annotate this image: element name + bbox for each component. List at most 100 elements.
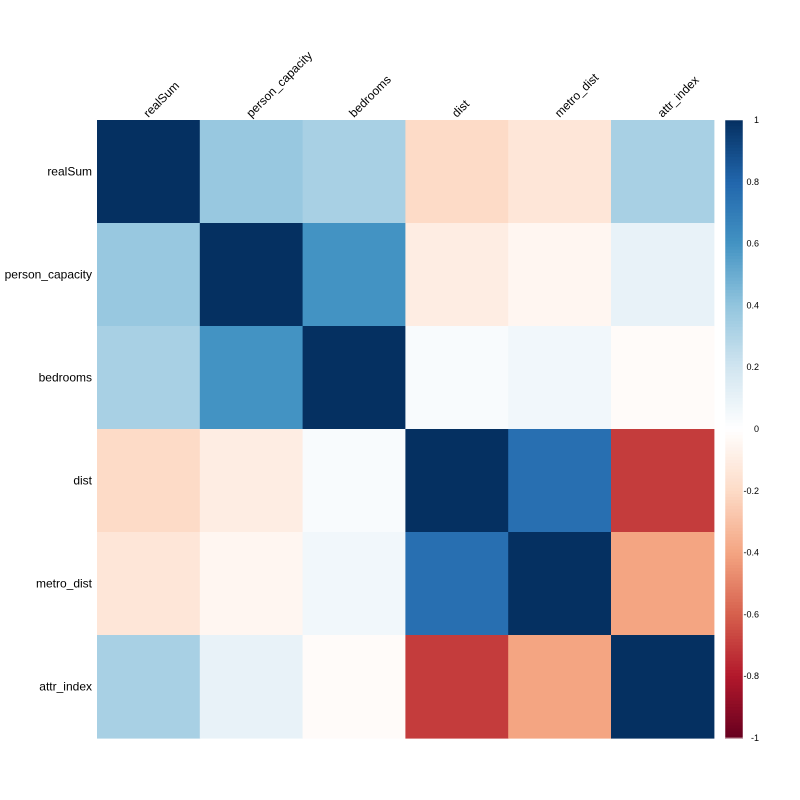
colorbar-segment: [725, 228, 743, 232]
colorbar-segment: [725, 707, 743, 711]
heatmap-cell-dist-person_capacity: [199, 429, 304, 533]
colorbar: 1 0.8 0.6 0.4 0.2 0 -0.2 -0.4 -0.6 -0.8 -1: [724, 115, 759, 743]
colorbar-segment: [725, 623, 743, 628]
colorbar-segment: [725, 323, 743, 328]
colorbar-segment: [725, 259, 743, 263]
colorbar-segment: [725, 713, 743, 717]
colorbar-segment: [725, 574, 743, 578]
colorbar-segment: [725, 345, 743, 350]
colorbar-segment: [725, 478, 743, 483]
colorbar-segment: [725, 592, 743, 597]
row-label-metro_dist: metro_dist: [36, 577, 93, 591]
colorbar-segment: [725, 580, 743, 585]
colorbar-segment: [725, 132, 743, 137]
colorbar-segment: [725, 700, 743, 705]
colorbar-segment: [725, 725, 743, 730]
column-label-person_capacity: person_capacity: [243, 48, 315, 120]
colorbar-segment: [725, 673, 743, 677]
colorbar-segment: [725, 475, 743, 480]
heatmap-cell-metro_dist-realSum: [97, 532, 201, 636]
column-labels: realSum person_capacity bedrooms dist metro_…: [141, 48, 702, 120]
colorbar-segment: [725, 187, 743, 192]
colorbar-segment: [725, 404, 743, 408]
colorbar-segment: [725, 537, 743, 541]
colorbar-segment: [725, 385, 743, 390]
colorbar-segment: [725, 320, 743, 325]
heatmap-cell-person_capacity-attr_index: [611, 223, 715, 327]
colorbar-tick-label: -0.2: [743, 486, 759, 496]
colorbar-segment: [725, 141, 743, 146]
row-label-realSum: realSum: [47, 165, 92, 179]
colorbar-segment: [725, 481, 743, 486]
colorbar-tick-label: -0.8: [743, 671, 759, 681]
colorbar-segment: [725, 280, 743, 285]
colorbar-segment: [725, 243, 743, 248]
heatmap-cell-attr_index-dist: [405, 635, 509, 739]
colorbar-segment: [725, 515, 743, 520]
colorbar-segment: [725, 197, 743, 201]
colorbar-segment: [725, 530, 743, 535]
colorbar-segment: [725, 422, 743, 427]
colorbar-segment: [725, 543, 743, 548]
colorbar-segment: [725, 555, 743, 560]
colorbar-segment: [725, 410, 743, 415]
colorbar-segment: [725, 252, 743, 257]
colorbar-segment: [725, 289, 743, 294]
colorbar-segment: [725, 237, 743, 242]
colorbar-segment: [725, 354, 743, 359]
colorbar-segment: [725, 129, 743, 133]
colorbar-segment: [725, 654, 743, 659]
colorbar-segment: [725, 496, 743, 501]
colorbar-segment: [725, 218, 743, 223]
colorbar-segment: [725, 456, 743, 461]
colorbar-segment: [725, 153, 743, 158]
colorbar-segment: [725, 608, 743, 612]
colorbar-segment: [725, 215, 743, 220]
colorbar-segment: [725, 305, 743, 310]
colorbar-segment: [725, 645, 743, 649]
colorbar-segment: [725, 274, 743, 279]
colorbar-segment: [725, 490, 743, 495]
colorbar-segment: [725, 221, 743, 226]
colorbar-segment: [725, 586, 743, 591]
colorbar-segment: [725, 447, 743, 452]
colorbar-segment: [725, 342, 743, 347]
colorbar-segment: [725, 271, 743, 276]
colorbar-segment: [725, 249, 743, 254]
colorbar-segment: [725, 277, 743, 282]
colorbar-segment: [725, 636, 743, 640]
colorbar-segment: [725, 268, 743, 273]
colorbar-segment: [725, 395, 743, 399]
colorbar-segment: [725, 487, 743, 492]
colorbar-segment: [725, 546, 743, 551]
heatmap-cell-realSum-bedrooms: [302, 120, 406, 224]
column-label-realSum: realSum: [141, 79, 182, 120]
colorbar-segment: [725, 670, 743, 674]
colorbar-segment: [725, 660, 743, 665]
colorbar-segment: [725, 367, 743, 371]
heatmap-cell-dist-realSum: [97, 429, 201, 533]
colorbar-segment: [725, 435, 743, 439]
colorbar-segment: [725, 200, 743, 205]
colorbar-segment: [725, 336, 743, 340]
colorbar-segment: [725, 583, 743, 588]
colorbar-segment: [725, 212, 743, 217]
colorbar-segment: [725, 518, 743, 523]
colorbar-tick-label: 0.2: [746, 362, 759, 372]
colorbar-segment: [725, 691, 743, 696]
colorbar-segment: [725, 663, 743, 668]
heatmap-cell-dist-attr_index: [611, 429, 715, 533]
heatmap-cell-bedrooms-attr_index: [611, 326, 715, 430]
colorbar-segment: [725, 293, 743, 297]
colorbar-tick-label: 0: [754, 424, 759, 434]
heatmap-cell-attr_index-person_capacity: [199, 635, 304, 739]
heatmap-cell-metro_dist-metro_dist: [508, 532, 612, 636]
colorbar-segment: [725, 398, 743, 402]
heatmap-cell-person_capacity-metro_dist: [508, 223, 612, 327]
colorbar-segment: [725, 163, 743, 167]
colorbar-segment: [725, 648, 743, 653]
colorbar-segment: [725, 493, 743, 498]
colorbar-segment: [725, 503, 743, 507]
colorbar-segment: [725, 521, 743, 526]
colorbar-segment: [725, 527, 743, 532]
